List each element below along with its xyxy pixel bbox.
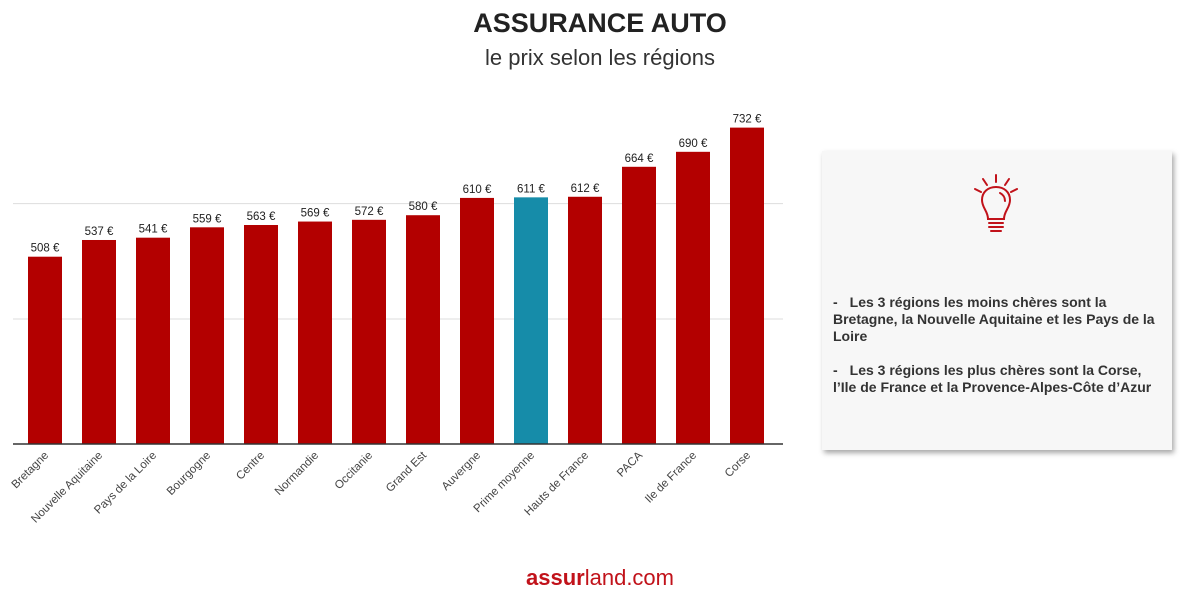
x-tick-label: Auvergne [440, 450, 483, 493]
value-label: 541 € [139, 224, 168, 236]
x-tick-label: Corse [723, 450, 753, 480]
bar [406, 215, 440, 444]
bar [676, 151, 710, 445]
bar [190, 227, 224, 444]
value-label: 537 € [85, 226, 114, 238]
x-tick-label: PACA [615, 449, 645, 479]
x-tick-label: Bourgogne [165, 450, 213, 498]
bar [568, 196, 602, 444]
value-label: 563 € [247, 211, 276, 223]
value-label: 611 € [517, 183, 546, 195]
assurland-logo[interactable]: assurland.com [526, 565, 674, 590]
bar [82, 239, 116, 444]
value-label: 559 € [193, 213, 222, 225]
value-label: 612 € [571, 183, 600, 195]
bar [244, 225, 278, 444]
note-cheapest: - Les 3 régions les moins chères sont la … [833, 294, 1155, 344]
x-tick-label: Ile de France [643, 450, 699, 506]
bar [730, 127, 764, 444]
bar [136, 237, 170, 444]
note-most-expensive: - Les 3 régions les plus chères sont la C… [833, 362, 1152, 395]
x-tick-label: Centre [234, 450, 267, 483]
bar [460, 197, 494, 444]
bar [28, 256, 62, 444]
chart-subtitle: le prix selon les régions [485, 45, 715, 70]
bar [514, 197, 548, 444]
value-label: 664 € [625, 153, 654, 165]
info-card: - Les 3 régions les moins chères sont la … [822, 151, 1172, 450]
x-tick-label: Normandie [273, 450, 321, 498]
value-label: 569 € [301, 208, 330, 220]
chart-title: ASSURANCE AUTO [473, 8, 727, 38]
value-label: 732 € [733, 114, 762, 126]
bar [622, 166, 656, 444]
bar [352, 219, 386, 444]
value-label: 508 € [31, 243, 60, 255]
value-label: 572 € [355, 206, 384, 218]
value-label: 580 € [409, 201, 438, 213]
bar [298, 221, 332, 444]
value-label: 610 € [463, 184, 492, 196]
x-tick-label: Bretagne [10, 450, 51, 491]
x-tick-label: Occitanie [333, 450, 375, 492]
x-tick-label: Grand Est [384, 449, 430, 495]
value-label: 690 € [679, 138, 708, 150]
lightbulb-icon [974, 174, 1018, 232]
